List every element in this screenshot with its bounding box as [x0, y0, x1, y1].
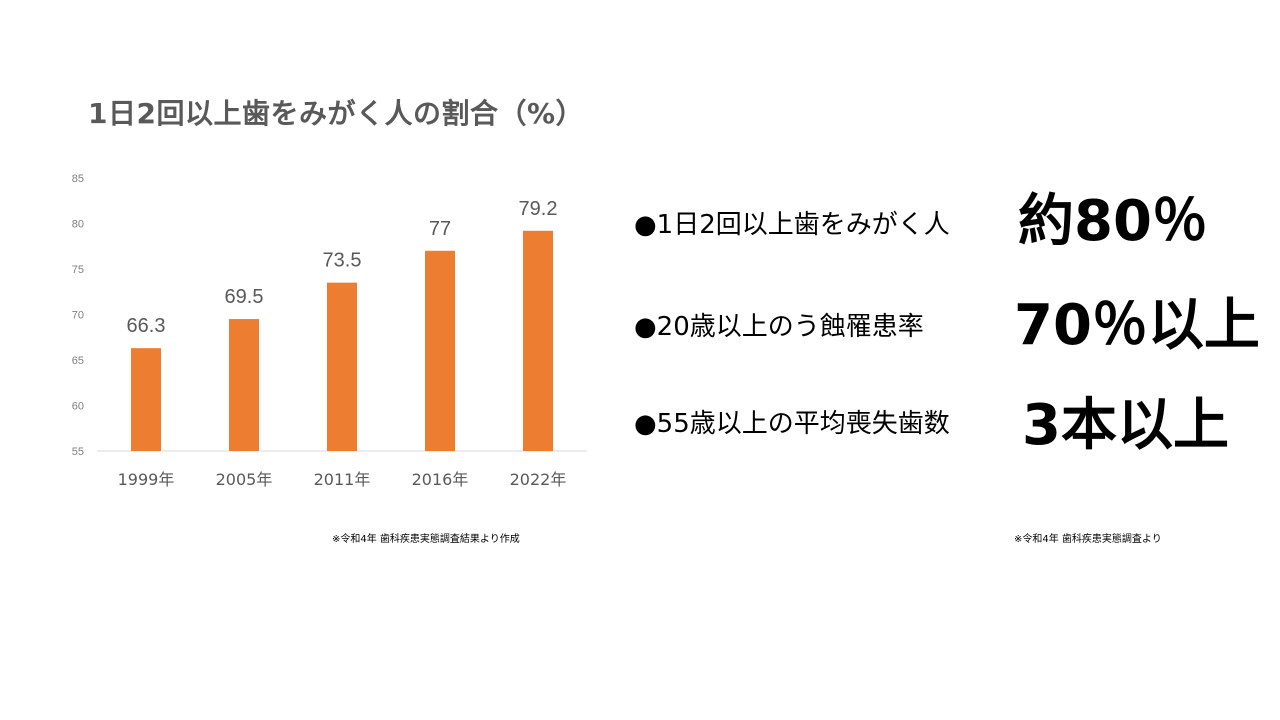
chart-title: 1日2回以上歯をみがく人の割合（%） [88, 97, 585, 130]
stat-label-brushing: ●1日2回以上歯をみがく人 [634, 210, 950, 240]
category-label: 1999年 [118, 470, 175, 489]
category-labels: 1999年 2005年 2011年 2016年 2022年 [118, 470, 567, 489]
bar-chart: 55 60 65 70 75 80 85 66.3 69.5 73.5 77 79.2 1999年 2… [72, 173, 587, 489]
category-label: 2022年 [510, 470, 567, 489]
category-label: 2016年 [412, 470, 469, 489]
data-label: 77 [429, 218, 451, 240]
stat-value-tooth-loss: 3本以上 [1022, 393, 1229, 458]
stats-source-note: ※令和4年 歯科疾患実態調査より [1014, 534, 1162, 545]
stat-value-brushing: 約80％ [1018, 189, 1208, 254]
bar [523, 230, 553, 451]
data-label: 79.2 [519, 198, 558, 220]
y-tick-label: 55 [72, 446, 84, 458]
stat-label-tooth-loss: ●55歳以上の平均喪失歯数 [634, 409, 950, 439]
category-label: 2005年 [216, 470, 273, 489]
chart-source-note: ※令和4年 歯科疾患実態調査結果より作成 [332, 534, 520, 545]
y-tick-label: 75 [72, 264, 84, 276]
y-tick-label: 60 [72, 401, 84, 413]
bar [131, 348, 161, 451]
y-tick-label: 85 [72, 173, 84, 185]
bar [425, 250, 455, 451]
category-label: 2011年 [314, 470, 371, 489]
y-tick-label: 65 [72, 355, 84, 367]
data-labels: 66.3 69.5 73.5 77 79.2 [127, 198, 558, 337]
data-label: 66.3 [127, 315, 166, 337]
y-tick-label: 80 [72, 219, 84, 231]
stat-value-caries: 70％以上 [1014, 293, 1260, 358]
data-label: 73.5 [323, 250, 362, 272]
bar [327, 282, 357, 451]
data-label: 69.5 [225, 286, 264, 308]
bar [229, 319, 259, 451]
bars [131, 230, 553, 451]
stat-label-caries: ●20歳以上のう蝕罹患率 [634, 312, 924, 342]
y-tick-label: 70 [72, 310, 84, 322]
y-axis-ticks: 55 60 65 70 75 80 85 [72, 173, 84, 458]
